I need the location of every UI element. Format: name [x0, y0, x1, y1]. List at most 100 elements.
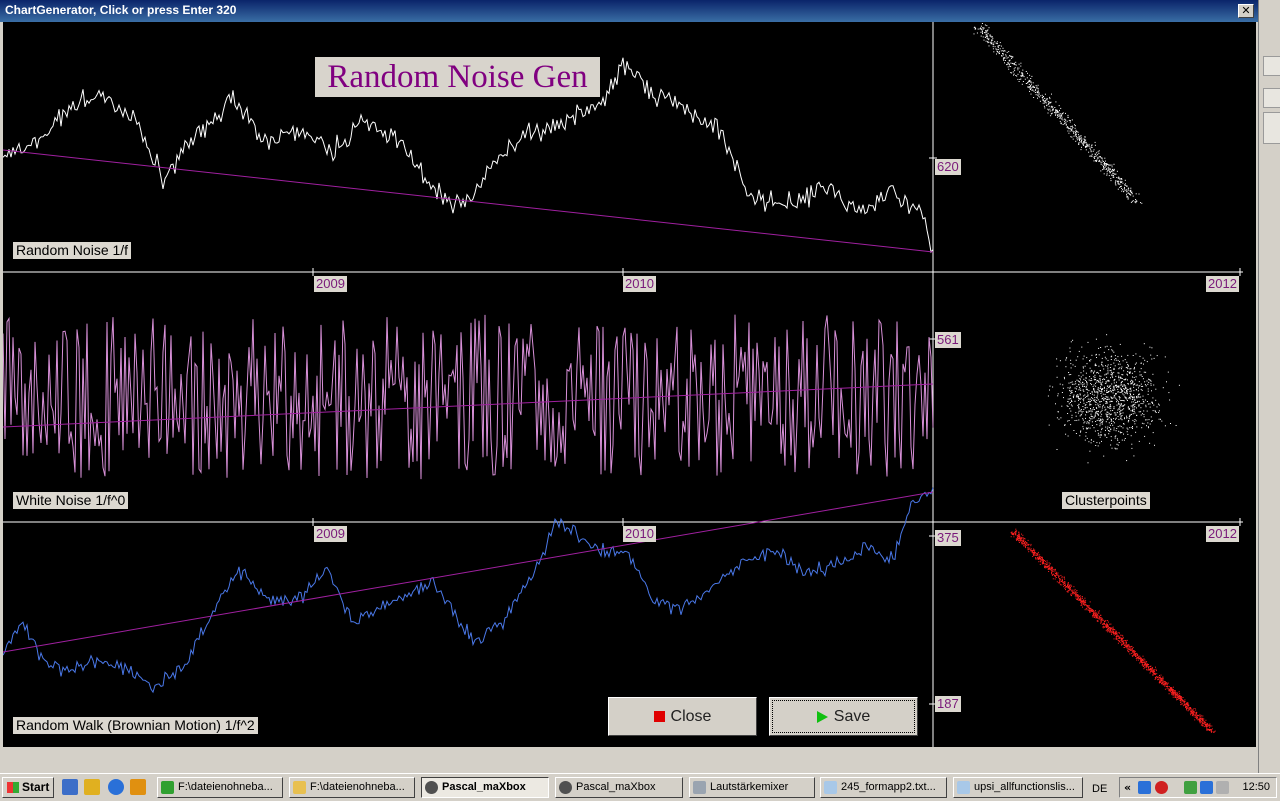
- scatter-point: [1198, 715, 1200, 716]
- scatter-point: [1136, 384, 1138, 386]
- scatter-point: [1145, 663, 1147, 665]
- scatter-point: [1075, 133, 1077, 135]
- scatter-point: [1063, 397, 1064, 399]
- taskbar-item[interactable]: upsi_allfunctionslis...: [953, 777, 1083, 798]
- scatter-point: [1118, 396, 1120, 397]
- taskbar-item[interactable]: Pascal_maXbox: [555, 777, 683, 798]
- scatter-point: [1099, 375, 1101, 377]
- scatter-point: [1113, 176, 1115, 178]
- scatter-point: [1095, 612, 1097, 614]
- scatter-point: [1098, 610, 1100, 612]
- scatter-point: [1064, 425, 1066, 426]
- tray-app-icon[interactable]: [1138, 781, 1151, 794]
- start-button[interactable]: Start: [2, 777, 54, 798]
- scatter-point: [1093, 399, 1094, 401]
- scatter-point: [984, 24, 986, 26]
- taskbar-item[interactable]: F:\dateienohneba...: [157, 777, 283, 798]
- tray-volume-icon[interactable]: [1216, 781, 1229, 794]
- scatter-point: [1076, 598, 1078, 600]
- background-scroll-thumb[interactable]: [1263, 112, 1280, 144]
- scatter-point: [1075, 412, 1077, 414]
- background-scroll-button[interactable]: [1263, 88, 1280, 108]
- scatter-point: [1139, 385, 1141, 387]
- scatter-point: [1086, 412, 1088, 413]
- tray-network-icon[interactable]: [1184, 781, 1197, 794]
- scatter-point: [1134, 379, 1136, 381]
- tray-expand-icon[interactable]: «: [1124, 781, 1132, 794]
- scatter-point: [1152, 432, 1154, 434]
- window-close-icon[interactable]: ✕: [1238, 4, 1254, 18]
- save-button[interactable]: Save: [769, 697, 918, 736]
- scatter-point: [1078, 383, 1080, 385]
- scatter-point: [1061, 113, 1063, 115]
- taskbar-item-active[interactable]: Pascal_maXbox: [421, 777, 549, 798]
- scatter-point: [1128, 645, 1130, 647]
- window-titlebar[interactable]: ChartGenerator, Click or press Enter 320…: [0, 0, 1258, 22]
- scatter-point: [1090, 359, 1092, 361]
- scatter-point: [1200, 721, 1202, 723]
- show-desktop-icon[interactable]: [62, 779, 78, 795]
- scatter-point: [1127, 406, 1129, 408]
- scatter-point: [1025, 544, 1027, 546]
- scatter-point: [1114, 630, 1116, 632]
- scatter-point: [1135, 384, 1137, 386]
- scatter-point: [1121, 400, 1123, 401]
- scatter-point: [1071, 119, 1073, 121]
- scatter-point: [1060, 107, 1062, 109]
- scatter-point: [1110, 418, 1112, 420]
- tray-stop-icon[interactable]: [1155, 781, 1168, 794]
- background-scroll-up[interactable]: [1263, 56, 1280, 76]
- scatter-point: [1016, 538, 1018, 540]
- scatter-point: [1159, 676, 1161, 678]
- chart-canvas[interactable]: Random Noise Gen Random Noise 1/f 620 20…: [3, 22, 1256, 747]
- scatter-point: [1186, 708, 1188, 709]
- scatter-point: [1110, 356, 1112, 358]
- system-tray: « 12:50: [1119, 777, 1277, 798]
- scatter-point: [1118, 637, 1120, 639]
- scatter-point: [1096, 372, 1098, 374]
- taskbar-item[interactable]: Lautstärkemixer: [689, 777, 815, 798]
- scatter-point: [1110, 400, 1112, 402]
- scatter-point: [1054, 568, 1056, 570]
- scatter-point: [982, 28, 984, 30]
- tray-monitor-icon[interactable]: [1200, 781, 1213, 794]
- scatter-point: [1136, 397, 1138, 399]
- scatter-point: [1115, 633, 1116, 635]
- scatter-point: [1159, 678, 1161, 680]
- scatter-point: [1087, 411, 1089, 413]
- scatter-point: [1172, 692, 1174, 694]
- scatter-point: [1097, 391, 1099, 393]
- scatter-point: [1027, 549, 1029, 551]
- explorer-icon[interactable]: [84, 779, 100, 795]
- taskbar-item[interactable]: F:\dateienohneba...: [289, 777, 415, 798]
- scatter-point: [1084, 365, 1086, 367]
- scatter-point: [1072, 339, 1074, 341]
- scatter-point: [1180, 700, 1182, 701]
- scatter-point: [1048, 102, 1050, 104]
- scatter-point: [992, 46, 994, 48]
- scatter-point: [1097, 434, 1099, 436]
- scatter-point: [1133, 410, 1135, 412]
- close-button[interactable]: Close: [608, 697, 757, 736]
- scatter-point: [1110, 436, 1112, 438]
- scatter-point: [1043, 97, 1045, 99]
- scatter-point: [1140, 202, 1141, 204]
- scatter-point: [1143, 423, 1145, 425]
- scatter-point: [1115, 448, 1117, 450]
- scatter-point: [1037, 88, 1039, 90]
- taskbar-item[interactable]: 245_formapp2.txt...: [820, 777, 947, 798]
- scatter-point: [1076, 595, 1078, 596]
- internet-explorer-icon[interactable]: [108, 779, 124, 795]
- scatter-point: [1017, 78, 1019, 80]
- scatter-point: [1140, 362, 1142, 364]
- scatter-point: [1195, 713, 1197, 715]
- scatter-point: [1071, 414, 1073, 416]
- scatter-point: [1113, 168, 1115, 170]
- scatter-point: [1090, 439, 1092, 441]
- scatter-point: [1115, 385, 1117, 387]
- scatter-point: [988, 38, 990, 40]
- language-indicator[interactable]: DE: [1092, 783, 1108, 795]
- scatter-point: [1118, 391, 1120, 393]
- scatter-point: [1080, 601, 1081, 603]
- media-player-icon[interactable]: [130, 779, 146, 795]
